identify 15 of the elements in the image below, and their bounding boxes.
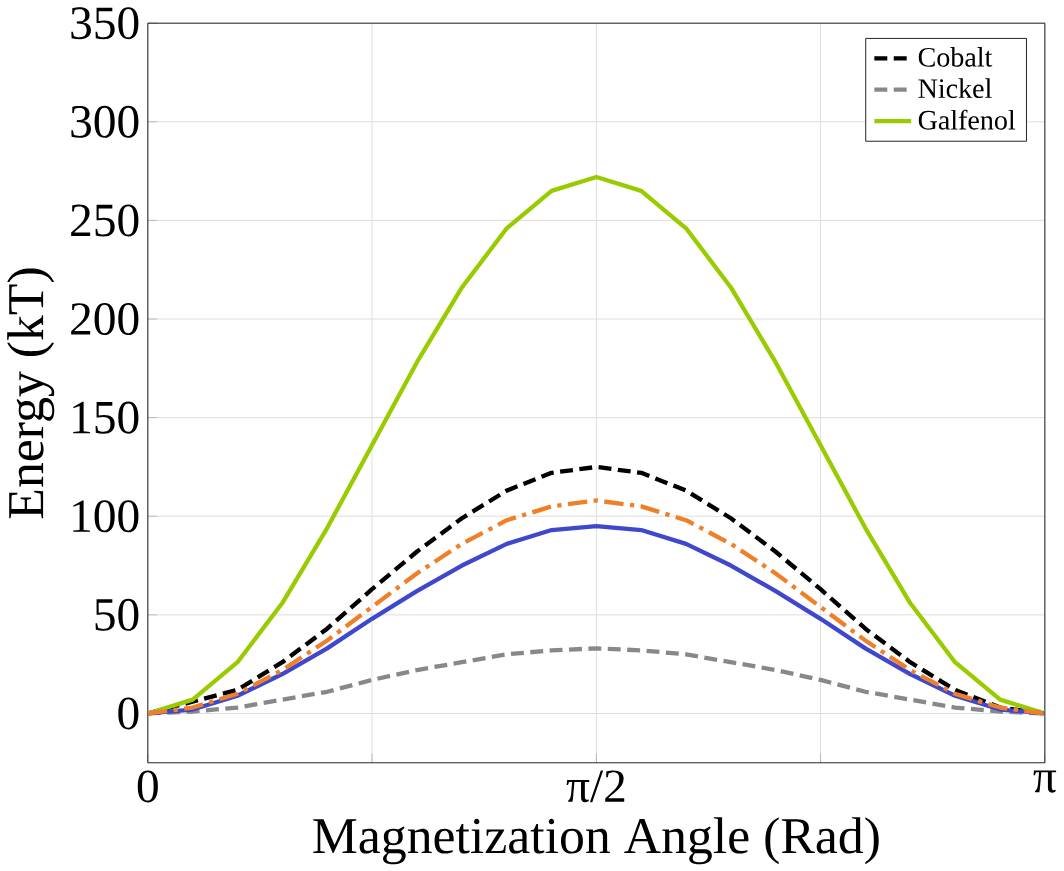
- x-tick-label: π: [1033, 770, 1057, 793]
- x-tick-label: π/2: [566, 770, 625, 803]
- y-tick-label: 200: [71, 302, 139, 335]
- legend-label: Cobalt: [918, 46, 993, 67]
- y-tick-label: 100: [73, 500, 139, 533]
- y-tick-label: 50: [95, 598, 139, 631]
- y-tick-label: 350: [71, 6, 139, 39]
- x-axis-title: Magnetization Angle (Rad): [313, 816, 879, 865]
- legend-label: Galfenol: [918, 109, 1016, 130]
- y-tick-label: 0: [118, 697, 139, 730]
- y-tick-label: 300: [71, 105, 139, 138]
- y-axis-title: Energy (kT): [7, 268, 55, 518]
- legend-label: Nickel: [918, 78, 992, 98]
- y-tick-label: 150: [73, 401, 139, 434]
- y-tick-label: 250: [71, 204, 139, 237]
